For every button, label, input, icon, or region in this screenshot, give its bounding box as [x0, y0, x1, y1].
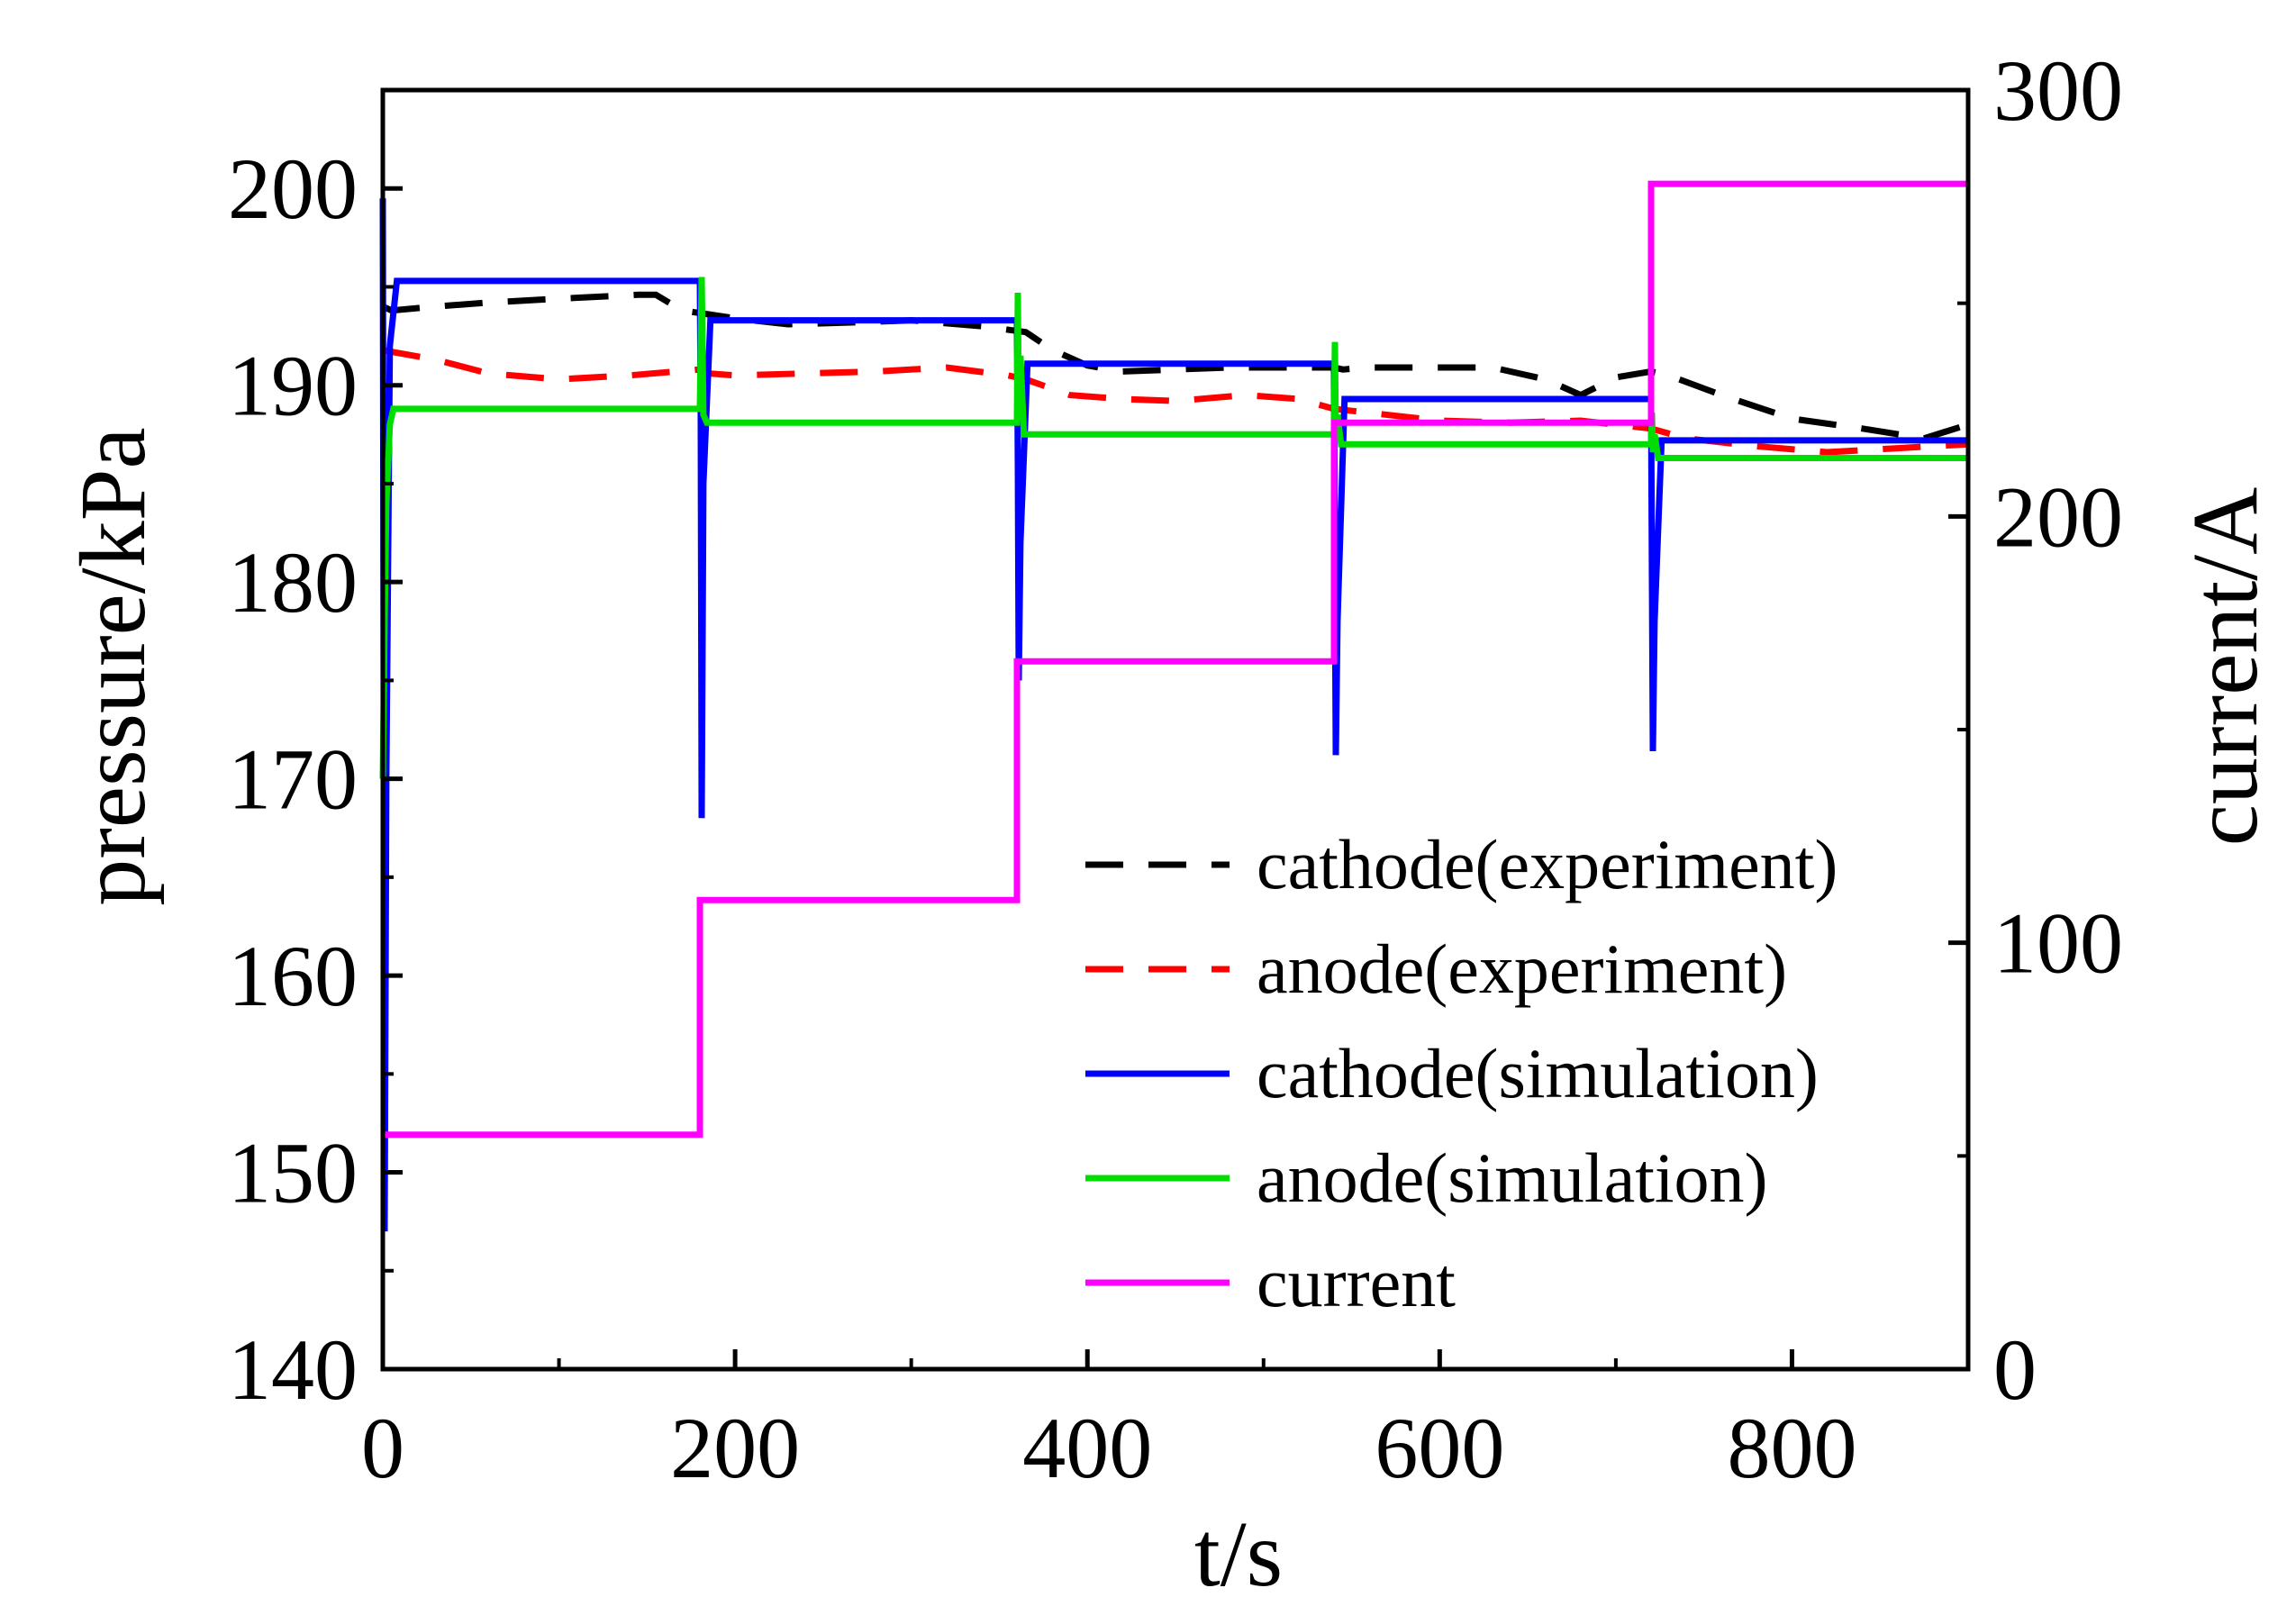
y-left-tick-label: 150	[228, 1125, 358, 1221]
y-left-tick-label: 170	[228, 731, 358, 828]
y-left-tick-label: 190	[228, 338, 358, 434]
x-tick-label: 800	[1727, 1400, 1856, 1496]
series-line-current	[383, 180, 1968, 1139]
legend-label: cathode(experiment)	[1257, 825, 1838, 903]
axis-titles-layer: t/s pressure/kPa current/A	[61, 427, 2277, 1597]
y-left-tick-label: 160	[228, 928, 358, 1024]
y-right-tick-label: 300	[1993, 42, 2123, 139]
series-line-anode-experiment	[382, 346, 1969, 456]
x-tick-label: 400	[1022, 1400, 1152, 1496]
x-tick-label: 600	[1375, 1400, 1504, 1496]
legend: cathode(experiment) anode(experiment) cath…	[1085, 825, 1838, 1321]
x-axis-title: t/s	[1194, 1502, 1283, 1597]
legend-label: cathode(simulation)	[1257, 1034, 1819, 1112]
legend-label: anode(simulation)	[1257, 1139, 1768, 1217]
legend-label: anode(experiment)	[1257, 930, 1787, 1008]
y-right-axis-title: current/A	[2173, 487, 2277, 846]
x-tick-label: 0	[361, 1400, 404, 1496]
y-left-tick-label: 180	[228, 534, 358, 631]
series-line-anode-simulation	[379, 277, 1968, 779]
y-right-tick-label: 0	[1993, 1321, 2037, 1418]
y-right-tick-label: 200	[1993, 468, 2123, 565]
axis-ticks-layer	[380, 87, 1968, 1372]
y-left-axis-title: pressure/kPa	[61, 427, 165, 905]
axis-tick-labels-layer: 0 200 400 600 800 140 150 160 170 180 190 200 0 100 20…	[228, 42, 2123, 1496]
series-line-cathode-simulation	[379, 198, 1968, 1232]
y-left-tick-label: 200	[228, 141, 358, 237]
plot-series-layer	[379, 180, 1970, 1232]
x-tick-label: 200	[670, 1400, 800, 1496]
y-left-tick-label: 140	[228, 1321, 358, 1418]
legend-label: current	[1257, 1243, 1456, 1321]
y-right-tick-label: 100	[1993, 895, 2123, 992]
